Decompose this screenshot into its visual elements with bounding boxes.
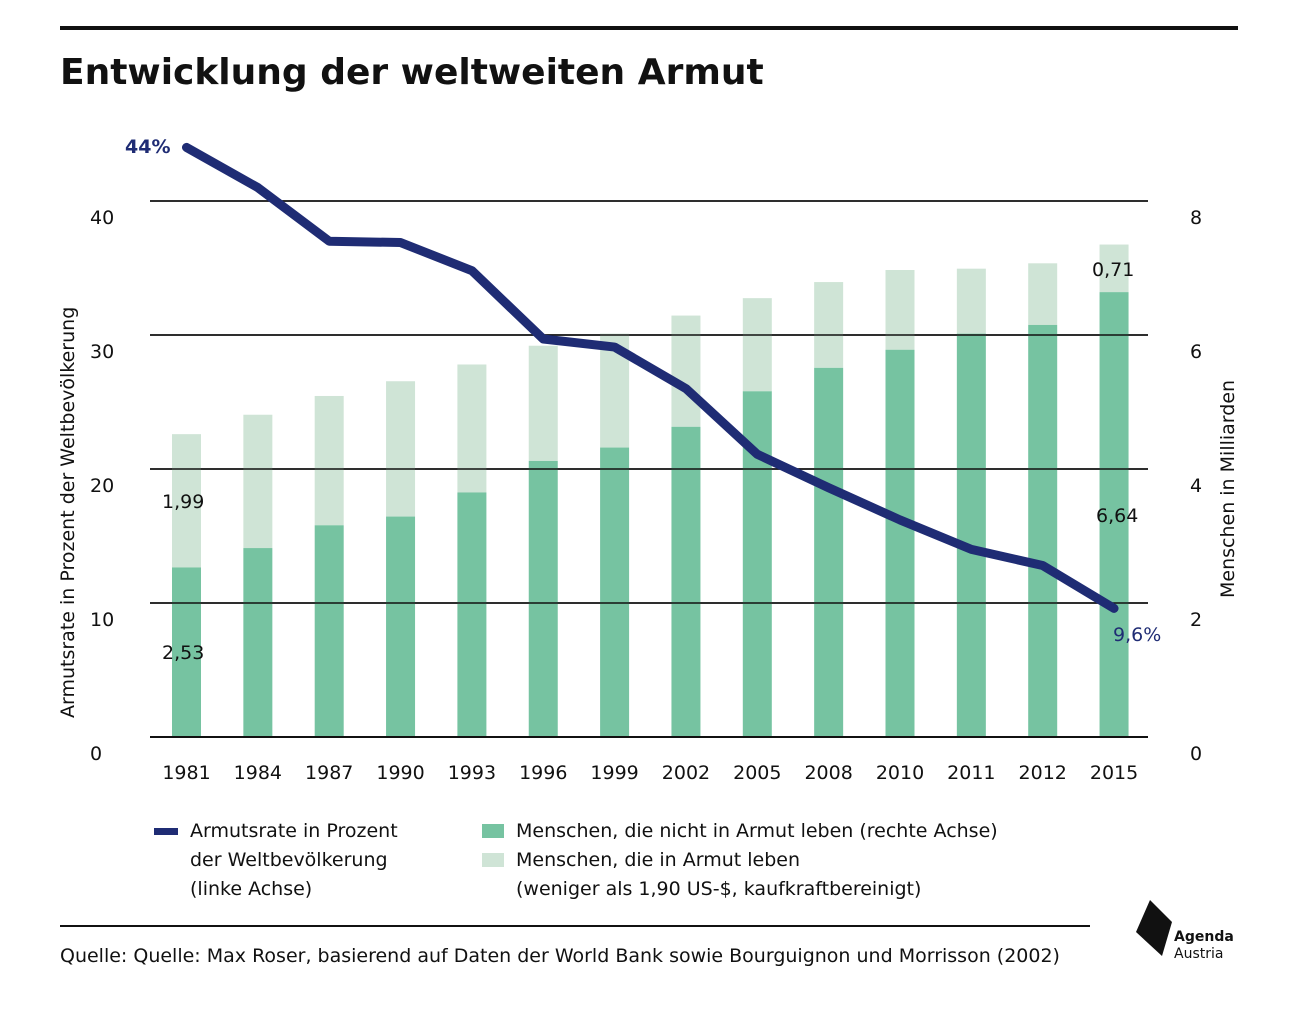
bar-nonpoor-2002 xyxy=(671,426,701,737)
x-tick-1987: 1987 xyxy=(305,762,353,784)
bar-nonpoor-2010 xyxy=(885,349,915,737)
bar-nonpoor-1981 xyxy=(172,567,201,737)
bar-poor-1990 xyxy=(386,381,416,517)
bottom-rule xyxy=(60,925,1090,927)
bar-poor-2008 xyxy=(814,282,844,368)
bar-nonpoor-2011 xyxy=(956,333,986,737)
bar-poor-2005 xyxy=(742,298,772,392)
bar-nonpoor-2008 xyxy=(814,367,844,737)
x-tick-2002: 2002 xyxy=(662,762,710,784)
x-tick-1981: 1981 xyxy=(162,762,210,784)
y-right-axis-title: Menschen in Milliarden xyxy=(1217,380,1239,598)
bar-nonpoor-1987 xyxy=(314,525,344,737)
logo-text-1: Agenda xyxy=(1174,929,1234,945)
legend-green-label: Menschen, die nicht in Armut leben (rech… xyxy=(516,820,998,842)
legend-light-label-2: (weniger als 1,90 US-$, kaufkraftbereini… xyxy=(516,878,922,900)
bar-poor-2012 xyxy=(1028,263,1058,325)
logo-mark-icon xyxy=(1136,900,1172,956)
y-left-tick-40: 40 xyxy=(90,207,114,229)
label-bar-last-nonpoor: 6,64 xyxy=(1096,505,1138,527)
legend-green-swatch xyxy=(482,824,504,838)
bar-nonpoor-2012 xyxy=(1028,324,1058,737)
legend-line-label: Armutsrate in Prozent der Weltbevölkerun… xyxy=(190,817,398,904)
bar-poor-1987 xyxy=(314,395,344,526)
legend-light-swatch xyxy=(482,853,504,867)
source-note: Quelle: Quelle: Max Roser, basierend auf… xyxy=(60,945,1060,967)
bar-poor-1981 xyxy=(172,434,201,568)
legend-line-swatch xyxy=(154,828,178,835)
bar-poor-1996 xyxy=(528,345,558,461)
legend-line-label-3: (linke Achse) xyxy=(190,878,313,900)
bar-nonpoor-2015 xyxy=(1099,292,1129,737)
y-left-tick-10: 10 xyxy=(90,609,114,631)
label-bar-first-nonpoor: 2,53 xyxy=(162,642,204,664)
legend-light-label-1: Menschen, die in Armut leben xyxy=(516,849,801,871)
bar-poor-1993 xyxy=(457,364,487,493)
bar-poor-2010 xyxy=(885,270,915,350)
bar-poor-2015 xyxy=(1099,244,1129,293)
x-tick-2005: 2005 xyxy=(733,762,781,784)
poverty-rate-line xyxy=(182,142,1119,613)
y-left-axis-title: Armutsrate in Prozent der Weltbevölkerun… xyxy=(57,307,79,718)
legend-line-label-1: Armutsrate in Prozent xyxy=(190,820,398,842)
bar-nonpoor-1993 xyxy=(457,492,487,737)
bar-nonpoor-1999 xyxy=(600,447,630,737)
legend-line-label-2: der Weltbevölkerung xyxy=(190,849,388,871)
y-right-tick-8: 8 xyxy=(1190,207,1202,229)
label-bar-last-poor: 0,71 xyxy=(1092,259,1134,281)
legend-light-label: Menschen, die in Armut leben (weniger al… xyxy=(516,846,921,904)
y-left-tick-30: 30 xyxy=(90,341,114,363)
bar-poor-2002 xyxy=(671,315,701,427)
x-tick-2008: 2008 xyxy=(804,762,852,784)
y-left-tick-20: 20 xyxy=(90,475,114,497)
x-tick-2015: 2015 xyxy=(1090,762,1138,784)
top-rule xyxy=(60,26,1238,30)
label-line-start: 44% xyxy=(125,136,170,158)
bar-poor-2011 xyxy=(956,268,986,334)
agenda-austria-logo: Agenda Austria xyxy=(1134,898,1244,968)
x-tick-1996: 1996 xyxy=(519,762,567,784)
x-tick-1984: 1984 xyxy=(234,762,282,784)
y-right-tick-2: 2 xyxy=(1190,609,1202,631)
label-bar-first-poor: 1,99 xyxy=(162,491,204,513)
x-tick-1993: 1993 xyxy=(448,762,496,784)
x-tick-1990: 1990 xyxy=(376,762,424,784)
x-tick-2011: 2011 xyxy=(947,762,995,784)
chart-title: Entwicklung der weltweiten Armut xyxy=(60,52,764,93)
y-left-tick-0: 0 xyxy=(90,743,102,765)
chart: 0 10 20 30 40 0 2 4 6 8 Armutsrate in Prozent der … xyxy=(57,136,1239,784)
x-tick-2010: 2010 xyxy=(876,762,924,784)
bar-nonpoor-1984 xyxy=(243,548,273,737)
x-tick-1999: 1999 xyxy=(590,762,638,784)
logo-text-2: Austria xyxy=(1174,946,1224,962)
y-right-tick-4: 4 xyxy=(1190,475,1202,497)
y-right-tick-0: 0 xyxy=(1190,743,1202,765)
bar-poor-1984 xyxy=(243,414,273,549)
bar-nonpoor-1996 xyxy=(528,460,558,737)
x-tick-2012: 2012 xyxy=(1019,762,1067,784)
label-line-end: 9,6% xyxy=(1113,624,1161,646)
bar-nonpoor-1990 xyxy=(386,516,416,737)
y-right-tick-6: 6 xyxy=(1190,341,1202,363)
